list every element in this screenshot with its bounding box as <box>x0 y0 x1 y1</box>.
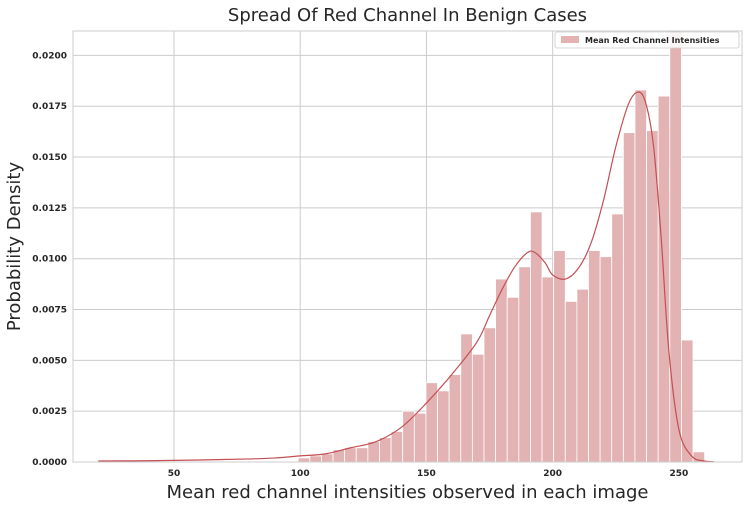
histogram-bar <box>355 447 369 463</box>
y-axis-label: Probability Density <box>4 162 25 332</box>
histogram-bar <box>402 410 415 463</box>
histogram-bars <box>297 30 706 463</box>
histogram-bar <box>471 353 485 463</box>
x-tick-label: 200 <box>543 469 562 479</box>
y-tick-label: 0.0050 <box>32 356 67 366</box>
legend-swatch <box>561 36 579 43</box>
histogram-bar <box>309 455 322 463</box>
kde-curve <box>98 91 715 463</box>
histogram-bar <box>553 250 566 463</box>
y-tick-label: 0.0175 <box>32 102 67 112</box>
y-tick-label: 0.0125 <box>32 204 67 214</box>
y-tick-label: 0.0000 <box>32 458 67 468</box>
histogram-bar <box>634 89 647 463</box>
y-axis-ticks: 0.0000 0.0025 0.0050 0.0075 0.0100 0.0125 0.01… <box>32 51 67 468</box>
histogram-bar <box>483 327 497 463</box>
histogram-bar <box>425 382 438 463</box>
histogram-bar <box>367 441 380 463</box>
legend-label: Mean Red Channel Intensities <box>585 36 720 45</box>
histogram-bar <box>576 288 589 463</box>
histogram-bar <box>448 374 462 463</box>
y-tick-label: 0.0150 <box>32 153 67 163</box>
x-axis-label: Mean red channel intensities observed in… <box>167 482 649 503</box>
histogram-bar <box>564 300 578 463</box>
histogram-bar <box>611 213 624 463</box>
histogram-bar <box>437 390 450 463</box>
histogram-bar <box>518 266 531 463</box>
y-tick-label: 0.0075 <box>32 306 67 316</box>
x-tick-label: 50 <box>168 469 181 479</box>
y-tick-label: 0.0100 <box>32 255 67 265</box>
y-tick-label: 0.0025 <box>32 407 67 417</box>
histogram-bar <box>541 276 555 463</box>
legend-box <box>554 31 740 49</box>
histogram-bar <box>506 296 520 463</box>
histogram-bar <box>413 412 427 463</box>
x-tick-label: 150 <box>417 469 436 479</box>
histogram-bar <box>669 30 682 463</box>
legend: Mean Red Channel Intensities <box>554 31 740 49</box>
x-axis-ticks: 50 100 150 200 250 <box>168 469 689 479</box>
x-tick-label: 100 <box>291 469 310 479</box>
y-tick-label: 0.0200 <box>32 51 67 61</box>
kde-curve-group <box>98 91 715 463</box>
histogram-bar <box>495 278 508 463</box>
chart-title: Spread Of Red Channel In Benign Cases <box>228 5 587 26</box>
histogram-bar <box>379 437 392 463</box>
histogram-bar <box>588 250 601 463</box>
histogram-bar <box>622 132 636 463</box>
plot-frame <box>72 30 743 463</box>
x-tick-label: 250 <box>669 469 688 479</box>
histogram-bar <box>344 447 357 463</box>
histogram-bar <box>460 333 473 463</box>
histogram-bar <box>321 453 334 463</box>
histogram-bar <box>297 457 311 463</box>
histogram-bar <box>599 256 613 463</box>
histogram-bar <box>390 431 404 463</box>
histogram-bar <box>530 211 543 463</box>
